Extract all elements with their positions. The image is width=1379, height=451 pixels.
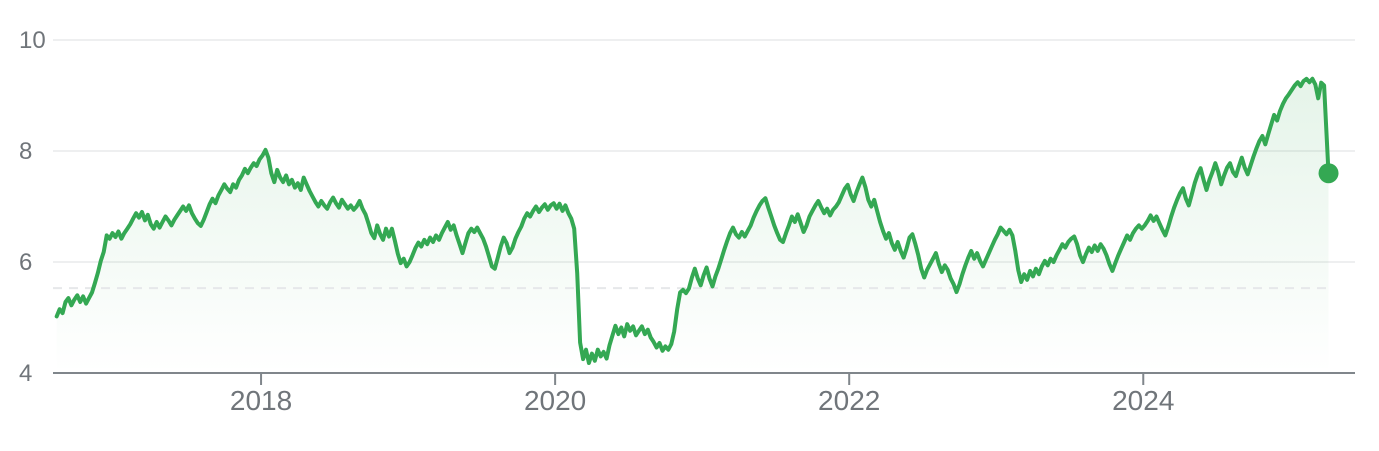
area-fill — [56, 78, 1329, 374]
price-line — [54, 76, 1331, 365]
x-axis-label: 2018 — [230, 385, 292, 416]
x-axis-label: 2020 — [524, 385, 586, 416]
chart-hover-area[interactable] — [53, 40, 1355, 373]
y-axis-label: 6 — [19, 249, 32, 276]
y-axis-label: 4 — [19, 360, 32, 387]
x-axis-label: 2024 — [1112, 385, 1174, 416]
y-axis-label: 8 — [19, 138, 32, 165]
current-price-dot — [1318, 163, 1339, 184]
x-axis-label: 2022 — [818, 385, 880, 416]
y-axis-label: 10 — [19, 27, 46, 54]
